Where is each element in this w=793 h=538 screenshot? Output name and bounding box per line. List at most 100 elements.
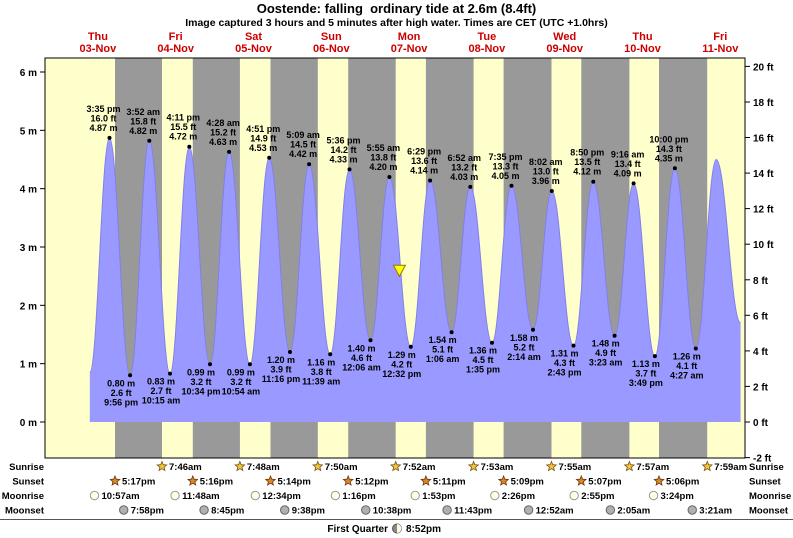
right-axis-label: 2 ft — [753, 382, 769, 393]
astro-row-label-left: Moonrise — [2, 491, 44, 502]
svg-text:4.72 m: 4.72 m — [169, 132, 197, 142]
svg-text:6:29 pm: 6:29 pm — [407, 147, 441, 157]
sunset-time: 5:11pm — [433, 477, 466, 488]
svg-text:Sat: Sat — [245, 31, 262, 43]
low-tide-dot — [652, 354, 657, 359]
moonset-icon — [442, 505, 452, 515]
svg-text:Thu: Thu — [88, 31, 108, 43]
svg-text:11:39 am: 11:39 am — [302, 376, 340, 386]
sunset-star-icon — [653, 474, 665, 486]
svg-text:0.99 m: 0.99 m — [227, 367, 255, 377]
moonset-icon — [605, 505, 616, 515]
svg-text:4.5 ft: 4.5 ft — [472, 355, 493, 365]
right-axis-label: 4 ft — [753, 347, 769, 358]
low-tide-label: 1.48 m4.9 ft3:23 am — [589, 339, 623, 368]
svg-text:4.09 m: 4.09 m — [614, 168, 642, 178]
sunrise-time: 7:52am — [403, 462, 436, 473]
moonrise-icon — [170, 490, 180, 501]
sunrise-star-icon — [467, 460, 480, 472]
svg-text:4.05 m: 4.05 m — [491, 171, 519, 181]
svg-text:10-Nov: 10-Nov — [624, 43, 662, 55]
first-quarter-moon-lit-half — [397, 524, 402, 533]
svg-text:14.5 ft: 14.5 ft — [290, 140, 316, 150]
astro-row-label-right: Moonrise — [749, 491, 791, 502]
right-axis-label: 14 ft — [753, 169, 774, 180]
left-axis-label: 6 m — [20, 68, 37, 79]
moonrise-time: 12:34pm — [262, 491, 301, 502]
sunrise-time: 7:50am — [325, 462, 358, 473]
low-tide-dot — [328, 352, 333, 357]
high-tide-dot — [147, 138, 152, 143]
low-tide-label: 1.26 m4.1 ft4:27 am — [670, 352, 704, 381]
svg-text:3.2 ft: 3.2 ft — [190, 377, 211, 387]
low-tide-dot — [368, 338, 373, 343]
svg-text:2:43 pm: 2:43 pm — [547, 368, 581, 378]
svg-text:4.53 m: 4.53 m — [249, 143, 277, 153]
sunset-star-icon — [109, 474, 121, 486]
right-axis-label: 10 ft — [753, 240, 774, 251]
sunrise-star-icon — [234, 460, 246, 472]
svg-text:4.63 m: 4.63 m — [209, 137, 237, 147]
svg-text:4.2 ft: 4.2 ft — [391, 359, 412, 369]
sunset-time: 5:17pm — [122, 477, 155, 488]
svg-text:Fri: Fri — [713, 31, 727, 43]
svg-text:4.6 ft: 4.6 ft — [351, 353, 372, 363]
high-tide-dot — [307, 162, 312, 167]
svg-text:11-Nov: 11-Nov — [702, 43, 739, 55]
svg-text:1.58 m: 1.58 m — [510, 333, 538, 343]
svg-text:3.96 m: 3.96 m — [532, 176, 560, 186]
current-tide-marker — [392, 264, 407, 278]
chart-subtitle: Image captured 3 hours and 5 minutes aft… — [185, 17, 608, 29]
svg-text:3.9 ft: 3.9 ft — [270, 365, 291, 375]
svg-text:05-Nov: 05-Nov — [235, 43, 273, 55]
low-tide-dot — [693, 346, 698, 351]
sunset-star-icon — [497, 474, 510, 486]
high-tide-dot — [267, 155, 272, 160]
svg-text:3:23 am: 3:23 am — [589, 358, 623, 368]
svg-text:4.12 m: 4.12 m — [573, 167, 601, 177]
moon-phase-label: First Quarter — [327, 524, 388, 535]
svg-text:12:32 pm: 12:32 pm — [382, 369, 421, 379]
svg-text:Thu: Thu — [632, 31, 652, 43]
svg-text:8:02 am: 8:02 am — [529, 157, 563, 167]
svg-text:16.0 ft: 16.0 ft — [90, 113, 116, 123]
svg-text:0.80 m: 0.80 m — [107, 378, 135, 388]
sunrise-star-icon — [311, 460, 324, 472]
high-tide-dot — [428, 178, 433, 183]
svg-text:Wed: Wed — [553, 31, 576, 43]
moonset-icon — [199, 505, 209, 515]
astro-row-label-left: Moonset — [5, 506, 45, 517]
low-tide-dot — [490, 340, 494, 345]
sunrise-star-icon — [623, 460, 636, 472]
svg-text:1.31 m: 1.31 m — [550, 349, 578, 359]
high-tide-dot — [187, 144, 192, 149]
moonset-icon — [687, 505, 697, 515]
svg-text:2.6 ft: 2.6 ft — [111, 388, 132, 398]
moonset-time: 10:38pm — [373, 506, 412, 517]
high-tide-dot — [591, 179, 596, 184]
moonrise-icon — [648, 490, 659, 501]
low-tide-dot — [612, 333, 617, 338]
moonrise-icon — [569, 490, 579, 501]
astro-row-label-right: Sunrise — [749, 462, 784, 473]
svg-text:1.40 m: 1.40 m — [347, 343, 375, 353]
low-tide-label: 1.13 m3.7 ft3:49 pm — [629, 359, 663, 388]
svg-text:10:34 pm: 10:34 pm — [181, 386, 220, 396]
left-axis-label: 1 m — [20, 360, 37, 371]
